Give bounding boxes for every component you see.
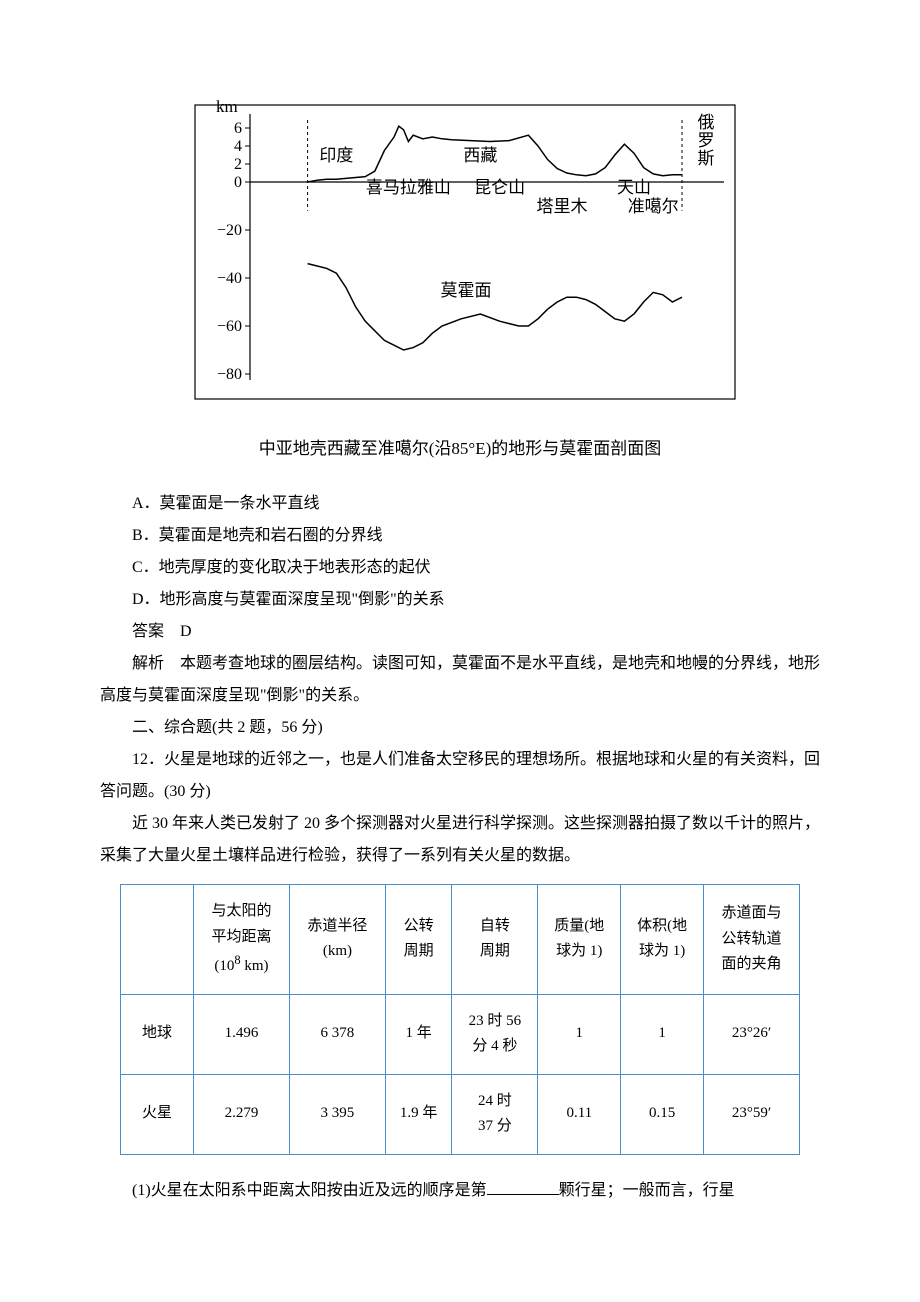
row-name-cell: 火星 — [121, 1074, 194, 1154]
svg-text:喜马拉雅山: 喜马拉雅山 — [366, 178, 451, 197]
svg-text:2: 2 — [234, 156, 242, 173]
table-header-cell: 质量(地球为 1) — [538, 885, 621, 995]
q12-body: 近 30 年来人类已发射了 20 多个探测器对火星进行科学探测。这些探测器拍摄了… — [100, 808, 820, 872]
table-cell: 1 年 — [385, 994, 451, 1074]
svg-text:−20: −20 — [217, 222, 242, 239]
explanation: 解析 本题考查地球的圈层结构。读图可知，莫霍面不是水平直线，是地壳和地幔的分界线… — [100, 648, 820, 712]
table-cell: 3 395 — [289, 1074, 385, 1154]
svg-text:4: 4 — [234, 138, 242, 155]
svg-text:印度: 印度 — [319, 146, 353, 165]
q12-sub1-post: 颗行星；一般而言，行星 — [559, 1182, 735, 1199]
table-cell: 23°26′ — [703, 994, 799, 1074]
table-header-cell: 自转周期 — [452, 885, 538, 995]
option-b: B．莫霍面是地壳和岩石圈的分界线 — [132, 520, 820, 552]
fill-blank — [487, 1178, 559, 1195]
q12-intro: 12．火星是地球的近邻之一，也是人们准备太空移民的理想场所。根据地球和火星的有关… — [100, 744, 820, 808]
svg-text:斯: 斯 — [698, 149, 715, 168]
table-cell: 0.15 — [621, 1074, 704, 1154]
svg-text:西藏: 西藏 — [463, 146, 497, 165]
svg-text:昆仑山: 昆仑山 — [474, 178, 525, 197]
table-cell: 23 时 56分 4 秒 — [452, 994, 538, 1074]
svg-text:俄: 俄 — [698, 113, 715, 132]
table-cell: 1.9 年 — [385, 1074, 451, 1154]
chart-caption: 中亚地壳西藏至准噶尔(沿85°E)的地形与莫霍面剖面图 — [100, 432, 820, 466]
q12-sub1: (1)火星在太阳系中距离太阳按由近及远的顺序是第 颗行星；一般而言，行星 — [100, 1175, 820, 1207]
svg-text:准噶尔: 准噶尔 — [628, 197, 679, 216]
table-header-cell: 赤道面与公转轨道面的夹角 — [703, 885, 799, 995]
q12-sub1-pre: (1)火星在太阳系中距离太阳按由近及远的顺序是第 — [132, 1182, 487, 1199]
cross-section-chart: 6420 −20 −40 −60 −80 km 印度 西藏 俄罗斯喜马拉雅山 昆仑山 天山塔里木 准噶… — [180, 100, 740, 422]
table-cell: 1 — [538, 994, 621, 1074]
svg-text:塔里木: 塔里木 — [537, 197, 588, 216]
planet-data-table: 与太阳的平均距离(108 km)赤道半径(km)公转周期自转周期质量(地球为 1… — [120, 884, 800, 1155]
table-header-cell: 与太阳的平均距离(108 km) — [194, 885, 290, 995]
svg-text:−80: −80 — [217, 366, 242, 383]
table-cell: 1.496 — [194, 994, 290, 1074]
svg-text:km: km — [216, 100, 238, 116]
table-header-cell: 体积(地球为 1) — [621, 885, 704, 995]
svg-text:−40: −40 — [217, 270, 242, 287]
svg-text:天山: 天山 — [617, 178, 651, 197]
answer-line: 答案 D — [100, 616, 820, 648]
svg-text:−60: −60 — [217, 318, 242, 335]
table-row: 地球1.4966 3781 年23 时 56分 4 秒1123°26′ — [121, 994, 800, 1074]
table-header-cell: 赤道半径(km) — [289, 885, 385, 995]
table-header-cell — [121, 885, 194, 995]
option-a: A．莫霍面是一条水平直线 — [132, 488, 820, 520]
option-c: C．地壳厚度的变化取决于地表形态的起伏 — [132, 552, 820, 584]
table-header-cell: 公转周期 — [385, 885, 451, 995]
table-cell: 6 378 — [289, 994, 385, 1074]
svg-text:6: 6 — [234, 120, 242, 137]
row-name-cell: 地球 — [121, 994, 194, 1074]
table-cell: 0.11 — [538, 1074, 621, 1154]
page: 6420 −20 −40 −60 −80 km 印度 西藏 俄罗斯喜马拉雅山 昆仑山 天山塔里木 准噶… — [0, 0, 920, 1247]
svg-text:莫霍面: 莫霍面 — [441, 281, 492, 300]
svg-text:罗: 罗 — [698, 131, 715, 150]
chart-svg: 6420 −20 −40 −60 −80 km 印度 西藏 俄罗斯喜马拉雅山 昆仑山 天山塔里木 准噶… — [180, 100, 740, 410]
svg-text:0: 0 — [234, 174, 242, 191]
table-cell: 23°59′ — [703, 1074, 799, 1154]
section-2-heading: 二、综合题(共 2 题，56 分) — [100, 712, 820, 744]
table-cell: 2.279 — [194, 1074, 290, 1154]
option-d: D．地形高度与莫霍面深度呈现"倒影"的关系 — [132, 584, 820, 616]
table-cell: 1 — [621, 994, 704, 1074]
table-cell: 24 时37 分 — [452, 1074, 538, 1154]
table-row: 火星2.2793 3951.9 年24 时37 分0.110.1523°59′ — [121, 1074, 800, 1154]
